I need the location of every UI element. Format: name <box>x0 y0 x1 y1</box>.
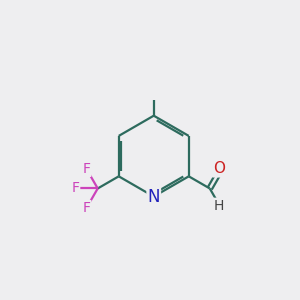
Text: F: F <box>71 182 79 196</box>
Text: F: F <box>82 162 91 176</box>
Text: O: O <box>213 161 225 176</box>
Text: N: N <box>148 188 160 206</box>
Text: F: F <box>82 201 91 215</box>
Text: H: H <box>213 199 224 213</box>
